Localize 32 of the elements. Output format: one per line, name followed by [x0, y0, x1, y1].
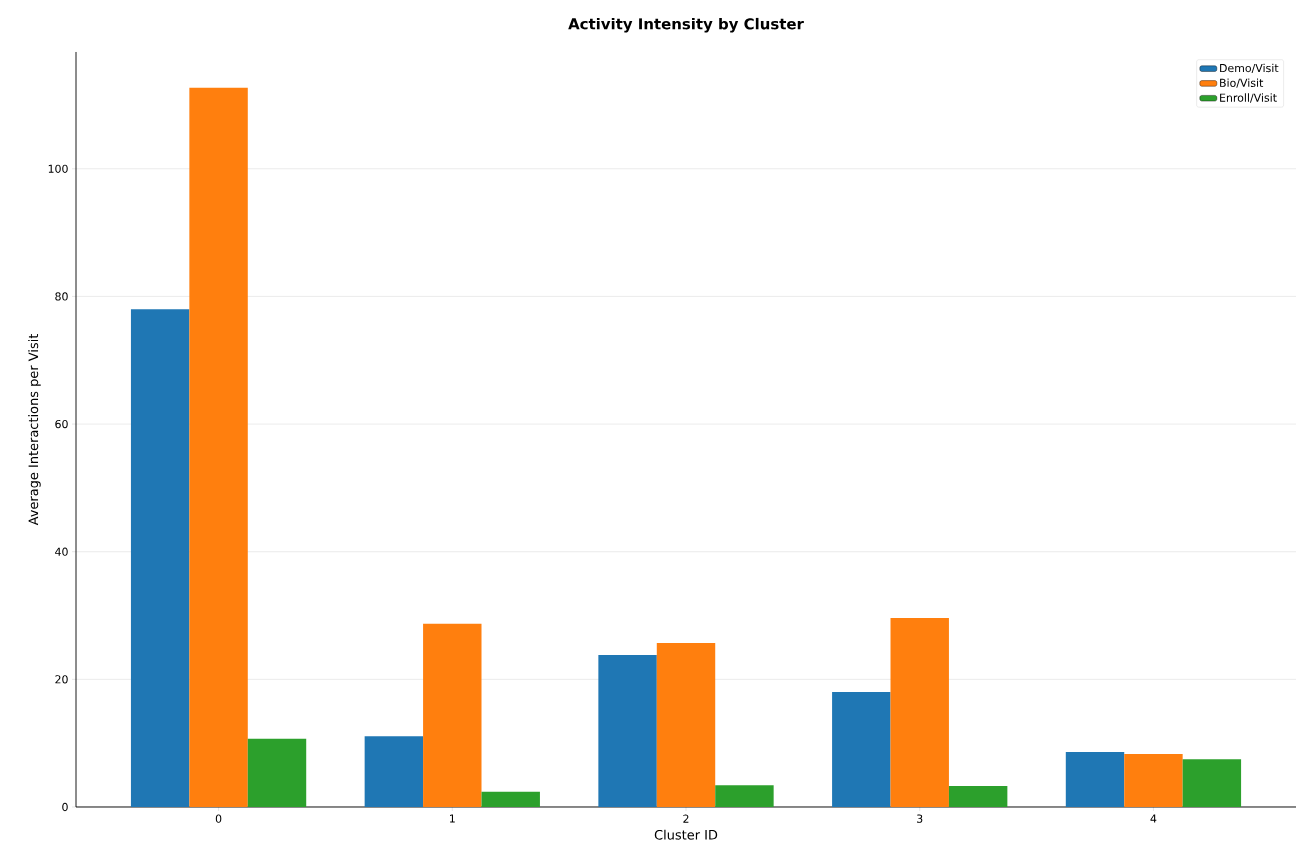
y-tick-label: 0 [62, 802, 68, 812]
legend-label: Bio/Visit [1220, 78, 1264, 88]
x-tick-label: 0 [215, 814, 222, 823]
bar [948, 785, 1008, 807]
x-tick-label: 2 [683, 814, 689, 823]
y-axis-title: Average Interactions per Visit [28, 333, 41, 526]
bar [715, 785, 774, 807]
y-tick-label: 20 [55, 675, 68, 684]
x-tick-label: 4 [1150, 814, 1157, 823]
bar [364, 736, 424, 807]
x-tick-label: 1 [450, 814, 455, 823]
y-tick-label: 40 [55, 547, 68, 556]
legend-label: Enroll/Visit [1220, 93, 1277, 103]
bar [247, 738, 307, 807]
bar [832, 692, 891, 807]
bar [1182, 759, 1242, 807]
bar [1065, 752, 1125, 807]
bar [656, 642, 716, 807]
bar [130, 309, 190, 807]
y-tick-label: 80 [55, 292, 68, 301]
y-tick-label: 60 [55, 419, 68, 429]
bar [423, 623, 482, 807]
chart-title: Activity Intensity by Cluster [568, 17, 804, 33]
bar [1124, 754, 1183, 807]
bar [481, 791, 540, 807]
x-axis-title: Cluster ID [654, 829, 718, 840]
x-tick-label: 3 [917, 814, 923, 823]
y-tick-label: 100 [48, 164, 68, 173]
bar [598, 655, 657, 807]
bar [890, 618, 949, 807]
bar [189, 87, 248, 807]
legend-label: Demo/Visit [1220, 63, 1279, 74]
